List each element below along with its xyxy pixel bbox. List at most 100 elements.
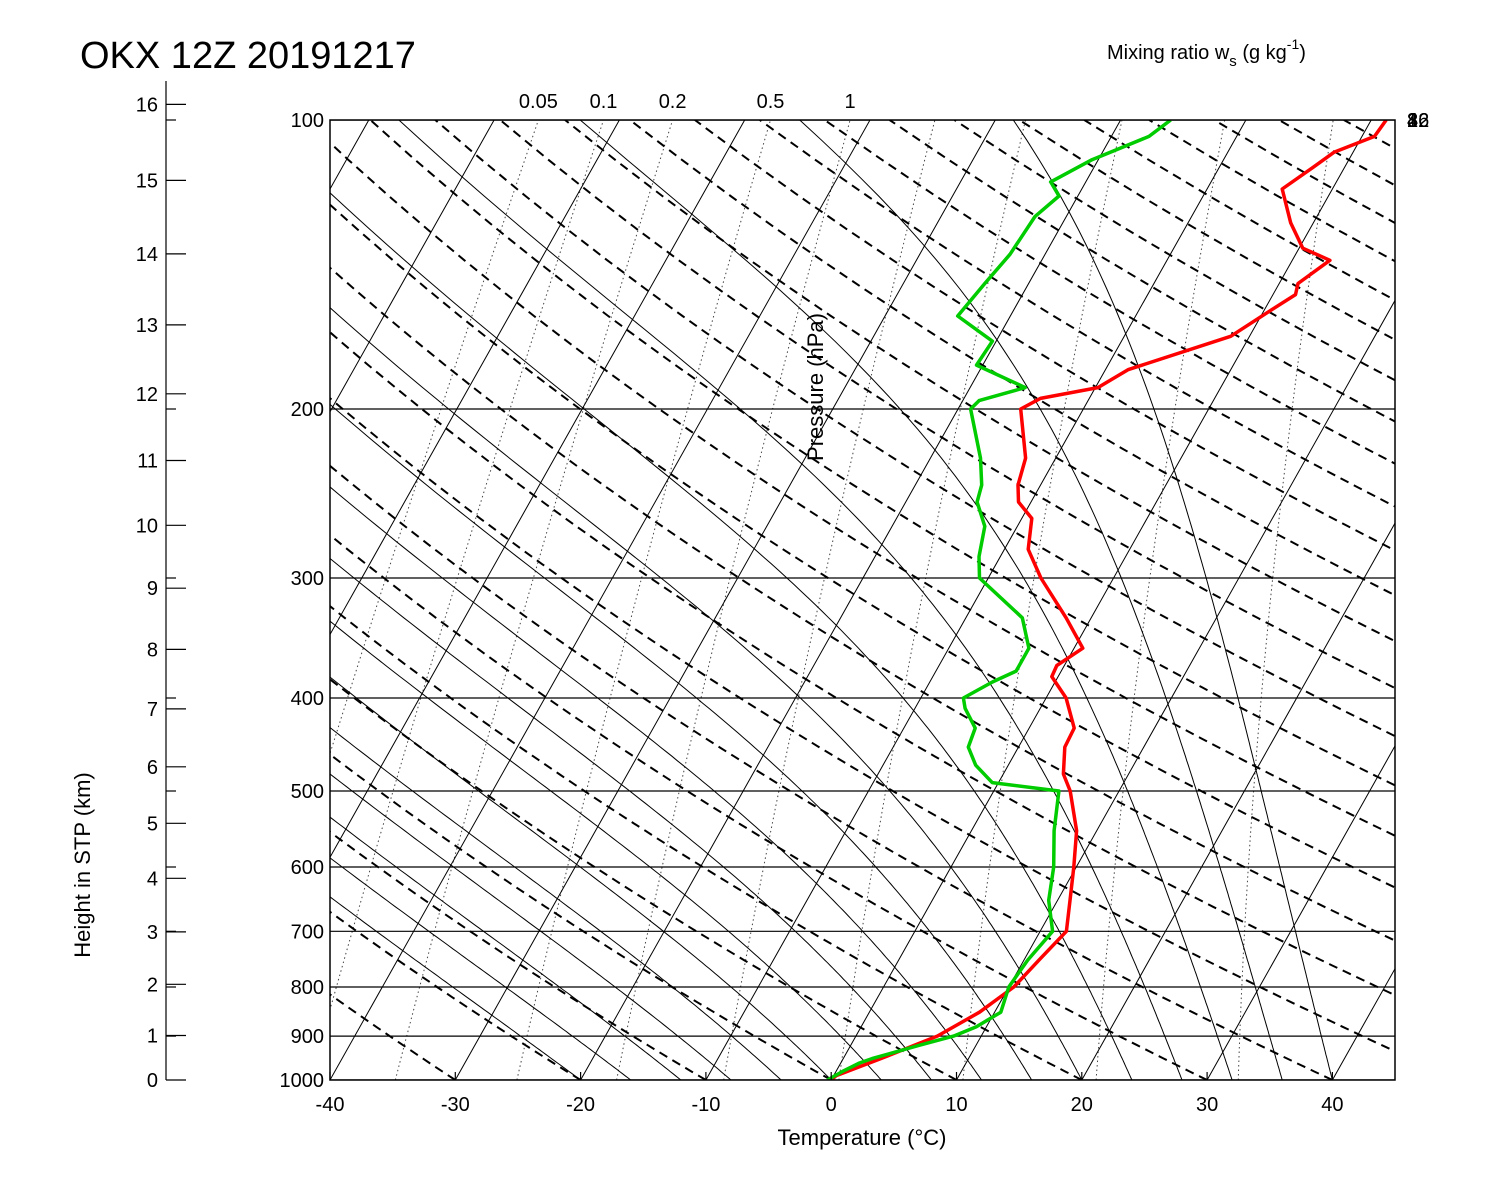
plot-frame: [329, 119, 1396, 1081]
isobar-lines: [330, 120, 1395, 1080]
dry-adiabat: [1018, 120, 1395, 341]
mixing-ratio-line: [394, 120, 674, 1080]
isotherm-line: [330, 120, 746, 859]
moist-adiabat: [330, 486, 982, 1080]
isotherm-line: [330, 120, 495, 413]
moist-adiabat: [330, 620, 882, 1080]
pressure-tick-label: 1000: [280, 1070, 325, 1092]
moist-adiabat: [330, 726, 782, 1080]
mixing-ratio-right-label: 4: [1407, 110, 1418, 132]
y-axis-label: Pressure (hPa): [803, 313, 828, 461]
height-tick-label: 8: [147, 639, 158, 661]
height-tick-label: 1: [147, 1026, 158, 1048]
mixing-ratio-label-close: ): [1299, 42, 1306, 64]
dry-adiabat: [330, 753, 832, 1080]
mixing-ratio-label-units: (g kg: [1237, 42, 1287, 64]
isotherm-line: [830, 120, 1372, 1080]
dry-adiabat-lines: [330, 120, 1395, 1080]
isotherm-line: [330, 120, 620, 636]
mixing-ratio-right-label: 8: [1407, 110, 1418, 132]
isotherm-line: [1458, 120, 1500, 1080]
height-tick-label: 10: [136, 515, 158, 537]
dry-adiabat: [330, 993, 456, 1080]
mixing-ratio-lines: [330, 120, 1334, 1080]
height-tick-label: 0: [147, 1070, 158, 1092]
mixing-ratio-line: [838, 120, 1026, 1080]
x-tick-label: 0: [826, 1094, 837, 1116]
x-tick-label: 10: [945, 1094, 967, 1116]
x-tick-label: -20: [566, 1094, 595, 1116]
dry-adiabat: [369, 120, 1395, 787]
mixing-ratio-label-sup: -1: [1287, 36, 1300, 52]
moist-adiabat: [330, 557, 932, 1080]
mixing-ratio-line: [1237, 120, 1334, 1080]
height-tick-label: 5: [147, 813, 158, 835]
x-axis-ticks: -40 -30 -20 -10 0 10 20 30 40: [316, 1072, 1344, 1116]
mixing-ratio-line: [962, 120, 1123, 1080]
mixing-ratio-right-label: 2: [1407, 110, 1418, 132]
x-tick-label: 40: [1321, 1094, 1343, 1116]
dry-adiabat: [330, 330, 1395, 997]
x-tick-label: -10: [691, 1094, 720, 1116]
moist-adiabat: [330, 192, 1133, 1080]
moist-adiabat: [330, 403, 1033, 1080]
pressure-tick-label: 900: [291, 1026, 324, 1048]
x-axis-label: Temperature (°C): [778, 1125, 947, 1150]
dry-adiabat: [499, 120, 1395, 690]
mixing-ratio-line: [723, 120, 936, 1080]
moist-adiabat: [398, 120, 1183, 1080]
isotherm-line: [0, 120, 118, 1080]
moist-adiabat: [330, 896, 581, 1080]
dry-adiabat: [330, 910, 582, 1080]
height-tick-label: 12: [136, 384, 158, 406]
mixing-ratio-top-label: 0.2: [659, 91, 687, 113]
x-tick-label: 20: [1071, 1094, 1093, 1116]
moist-adiabat: [330, 857, 632, 1080]
dry-adiabat: [889, 120, 1395, 423]
height-tick-label: 2: [147, 974, 158, 996]
isotherm-line: [705, 120, 1247, 1080]
height-tick-label: 11: [137, 451, 158, 473]
pressure-tick-labels: 100 200 300 400 500 600 700 800 900 1000: [280, 110, 325, 1092]
dry-adiabat: [434, 120, 1395, 738]
dry-adiabat: [330, 141, 1395, 837]
dry-adiabat: [1343, 120, 1395, 150]
moist-adiabat: [330, 306, 1083, 1080]
moist-adiabat-lines: [330, 120, 1333, 1080]
height-tick-label: 13: [136, 315, 158, 337]
moist-adiabat: [330, 676, 832, 1080]
isotherm-line: [956, 299, 1395, 1080]
height-tick-label: 16: [136, 94, 158, 116]
height-tick-label: 14: [136, 244, 158, 266]
isotherm-line: [1331, 967, 1395, 1080]
moist-adiabat: [799, 120, 1283, 1080]
mixing-ratio-top-label: 0.1: [590, 91, 618, 113]
height-axis-label: Height in STP (km): [70, 772, 95, 957]
mixing-ratio-line: [330, 120, 604, 1012]
isotherm-line: [1081, 522, 1395, 1080]
chart-title: OKX 12Z 20191217: [80, 35, 416, 77]
dry-adiabat: [330, 266, 1395, 942]
isotherm-line: [454, 120, 996, 1080]
pressure-tick-label: 500: [291, 781, 324, 803]
dry-adiabat: [330, 533, 1208, 1080]
height-tick-label: 4: [147, 868, 158, 890]
mixing-ratio-right-label: 16: [1407, 110, 1429, 132]
moist-adiabat: [579, 120, 1233, 1080]
pressure-tick-label: 100: [291, 110, 324, 132]
dry-adiabat: [330, 464, 1333, 1080]
dry-adiabat: [330, 678, 957, 1080]
pressure-tick-label: 200: [291, 399, 324, 421]
mixing-ratio-label-text: Mixing ratio w: [1107, 42, 1230, 64]
mixing-ratio-label-sub: s: [1229, 53, 1237, 70]
mixing-ratio-right-label: 32: [1407, 110, 1429, 132]
isotherm-line: [580, 120, 1122, 1080]
x-tick-label: -40: [316, 1094, 345, 1116]
plot-area: [0, 120, 1500, 1080]
dry-adiabat: [330, 604, 1083, 1080]
height-tick-label: 6: [147, 757, 158, 779]
x-tick-label: -30: [441, 1094, 470, 1116]
dry-adiabat: [629, 120, 1395, 597]
moist-adiabat: [330, 816, 682, 1080]
